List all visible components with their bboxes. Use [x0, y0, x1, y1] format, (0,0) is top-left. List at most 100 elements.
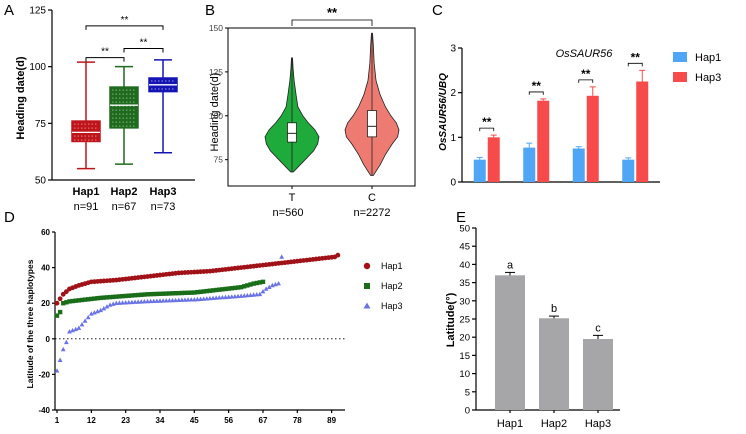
panel-d-point-hap2: [70, 298, 75, 304]
panel-e-xtick-label-1: Hap2: [541, 418, 567, 430]
panel-d-point-hap2: [64, 300, 69, 305]
panel-d-point-hap2: [198, 289, 203, 295]
panel-d-point-hap3: [179, 297, 185, 302]
panel-c-legend-swatch-1: [673, 72, 687, 82]
panel-d-point-hap2: [67, 299, 72, 304]
panel-d-point-hap3: [57, 357, 63, 362]
panel-c-ytick-label-1: 1: [450, 133, 456, 144]
panel-d-xtick-label-7: 78: [293, 416, 302, 425]
panel-b-count-0: n=560: [273, 207, 304, 219]
panel-d-point-hap3: [166, 297, 172, 303]
panel-b-chart: Heading date(d) 75 100 125 150 T Cn=560 n=2272…: [209, 5, 416, 219]
panel-d-xtick-label-1: 12: [87, 416, 96, 425]
panel-d-legend-marker-0: [363, 262, 371, 270]
panel-d-ytick-label-4: 40: [41, 264, 50, 273]
panel-b-ytick-label-1: 100: [209, 111, 223, 121]
panel-a-ylabel: Heading date(d): [15, 56, 27, 139]
panel-c-ytick-label-3: 3: [450, 44, 456, 55]
panel-letter-b: B: [205, 2, 215, 19]
panel-d-point-hap3: [163, 298, 169, 303]
panel-d-legend-label-1: Hap2: [381, 281, 403, 291]
panel-d-ytick-label-5: 60: [41, 228, 50, 237]
panel-a-sig-bracket-0: [85, 25, 164, 30]
panel-b-xtick-label-1: C: [368, 192, 376, 204]
panel-d-legend-marker-1: [364, 283, 370, 289]
panel-letter-a: A: [4, 2, 14, 19]
panel-d-point-hap2: [139, 292, 144, 297]
panel-d-point-hap3: [101, 305, 107, 311]
panel-d-xtick-label-6: 67: [259, 416, 268, 425]
panel-b-box-1: [367, 110, 377, 138]
panel-b-box-0: [287, 122, 297, 143]
panel-d-point-hap2: [238, 284, 244, 290]
panel-a-ytick-label-2: 100: [29, 62, 46, 73]
panel-d-point-hap2: [101, 295, 107, 300]
panel-d-point-hap2: [89, 296, 94, 302]
panel-d-point-hap2: [182, 290, 188, 296]
panel-e-bar-2: [583, 339, 613, 410]
panel-a-sig-label-2: **: [140, 38, 148, 49]
panel-d-point-hap3: [120, 300, 125, 305]
panel-e-ytick-label-10: 50: [459, 224, 470, 235]
panel-d-point-hap2: [54, 313, 60, 318]
panel-b-sig-label: **: [327, 5, 338, 20]
panel-d-point-hap2: [95, 296, 100, 301]
panel-e-ytick-label-0: 0: [465, 406, 470, 417]
panel-a-count-2: n=73: [151, 201, 176, 213]
panel-d-point-hap2: [167, 291, 172, 296]
panel-c-title: OsSAUR56: [556, 48, 614, 60]
panel-d-point-hap2: [204, 288, 210, 294]
panel-d-point-hap2: [176, 290, 181, 296]
panel-a-xtick-label-1: Hap2: [111, 186, 138, 198]
panel-letter-c: C: [432, 2, 443, 19]
panel-e-bar-0: [495, 275, 525, 410]
panel-d-point-hap3: [126, 299, 132, 305]
panel-d-point-hap3: [63, 339, 69, 345]
panel-d-point-hap2: [210, 288, 216, 293]
panel-d-point-hap2: [245, 283, 250, 288]
panel-d-point-hap3: [92, 310, 97, 315]
panel-d-point-hap2: [82, 297, 88, 302]
panel-d-point-hap3: [76, 325, 82, 330]
panel-e-ylabel: Latitude(°): [445, 292, 457, 347]
panel-d-point-hap2: [207, 288, 213, 293]
panel-d-point-hap2: [164, 291, 169, 296]
panel-d-point-hap2: [151, 291, 156, 297]
panel-d-point-hap3: [95, 308, 100, 314]
panel-d-point-hap2: [142, 292, 147, 297]
panel-d-point-hap2: [170, 291, 175, 296]
panel-d-point-hap2: [248, 282, 253, 287]
panel-a-ytick-label-0: 50: [35, 176, 47, 187]
panel-d-point-hap2: [57, 309, 63, 315]
panel-c-bar-hap3-3: [636, 81, 649, 182]
panel-c-sig-bracket-2: [578, 79, 594, 83]
panel-c-ytick-label-0: 0: [450, 178, 456, 189]
panel-d-point-hap2: [107, 294, 113, 300]
panel-c-bar-hap3-1: [537, 100, 550, 182]
panel-b-count-1: n=2272: [353, 207, 390, 219]
panel-d-point-hap2: [160, 291, 166, 296]
panel-d-point-hap2: [235, 285, 241, 290]
panel-d-point-hap1: [63, 289, 69, 295]
panel-d-point-hap3: [182, 297, 188, 302]
panel-d-point-hap2: [185, 290, 191, 295]
panel-d-point-hap3: [154, 298, 160, 303]
panel-e-ytick-label-5: 25: [459, 315, 470, 326]
panel-c-sig-bracket-3: [627, 62, 643, 67]
panel-d-point-hap1: [60, 291, 66, 297]
panel-e-xtick-label-0: Hap1: [497, 418, 523, 430]
panel-c-bar-hap3-2: [586, 95, 599, 182]
panel-d-point-hap2: [257, 280, 263, 285]
panel-e-ytick-label-3: 15: [459, 351, 470, 362]
panel-letter-e: E: [456, 209, 466, 226]
panel-d-point-hap2: [254, 280, 259, 286]
panel-d-point-hap2: [232, 285, 238, 291]
panel-d-point-hap2: [179, 290, 185, 296]
panel-d-point-hap2: [157, 291, 163, 297]
panel-d-xtick-label-0: 1: [55, 416, 60, 425]
panel-c-sig-bracket-1: [528, 91, 544, 95]
panel-d-point-hap3: [129, 299, 135, 305]
panel-b-ytick-label-0: 75: [214, 155, 224, 165]
panel-a-ytick-label-3: 125: [29, 6, 46, 17]
panel-a-xtick-label-0: Hap1: [73, 186, 100, 198]
